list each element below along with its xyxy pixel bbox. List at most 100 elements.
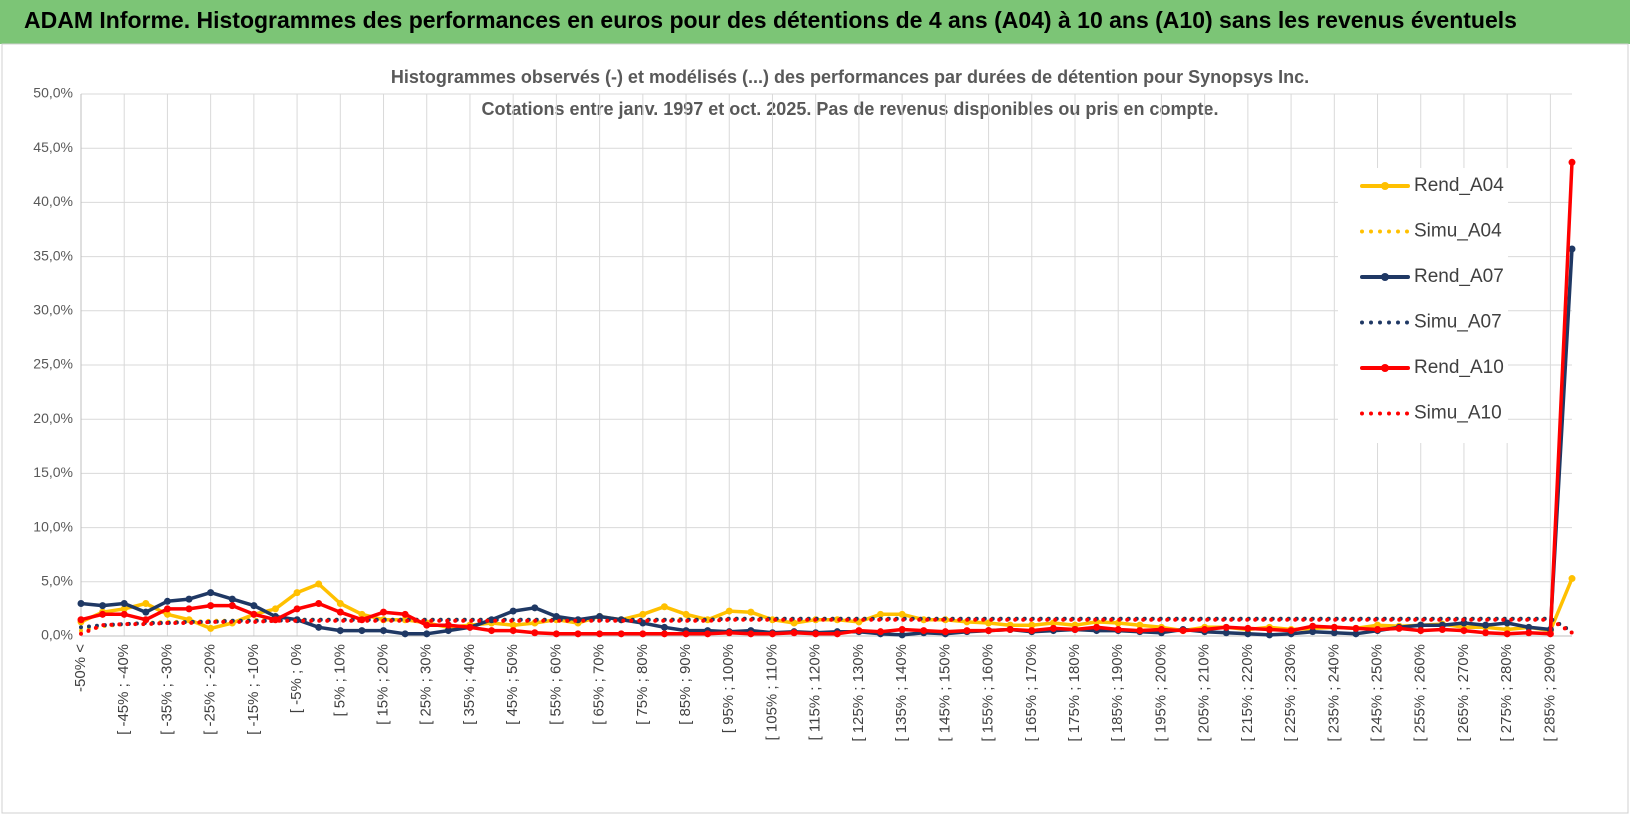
marker: [142, 608, 150, 616]
x-tick-label: [ 85% ; 90%: [677, 644, 694, 725]
marker: [1330, 629, 1338, 637]
marker: [1179, 627, 1187, 635]
marker: [768, 630, 776, 638]
marker: [639, 610, 647, 618]
marker: [77, 599, 85, 607]
x-tick-label: [ 45% ; 50%: [504, 644, 521, 725]
marker: [1460, 627, 1468, 635]
marker: [488, 627, 496, 635]
x-tick-label: [ -45% ; -40%: [115, 644, 132, 735]
y-tick-label: 0,0%: [41, 627, 73, 643]
x-tick-label: [ 135% ; 140%: [893, 644, 910, 742]
marker: [1114, 625, 1122, 633]
marker: [315, 623, 323, 631]
marker: [358, 627, 366, 635]
marker: [1028, 627, 1036, 635]
marker: [509, 607, 517, 615]
marker: [423, 630, 431, 638]
marker: [444, 627, 452, 635]
marker: [531, 629, 539, 637]
marker: [1136, 621, 1144, 629]
x-tick-label: [ 75% ; 80%: [634, 644, 651, 725]
marker: [401, 630, 409, 638]
marker: [358, 610, 366, 618]
marker: [380, 608, 388, 616]
marker: [293, 605, 301, 613]
marker: [833, 630, 841, 638]
marker: [812, 630, 820, 638]
marker: [120, 610, 128, 618]
marker: [1503, 619, 1511, 627]
marker: [1049, 624, 1057, 632]
marker: [898, 610, 906, 618]
marker: [444, 621, 452, 629]
x-tick-label: [ 95% ; 100%: [720, 644, 737, 733]
marker: [250, 610, 258, 618]
marker: [855, 627, 863, 635]
chart-title: Histogrammes observés (-) et modélisés (…: [391, 67, 1309, 87]
marker: [660, 603, 668, 611]
marker: [120, 599, 128, 607]
marker: [163, 605, 171, 613]
marker: [1417, 621, 1425, 629]
marker: [99, 610, 107, 618]
marker: [228, 595, 236, 603]
marker: [401, 610, 409, 618]
marker: [120, 605, 128, 613]
x-tick-label: [ 35% ; 40%: [461, 644, 478, 725]
x-tick-label: [ 275% ; 280%: [1498, 644, 1515, 742]
marker: [1265, 625, 1273, 633]
marker: [142, 616, 150, 624]
marker: [271, 616, 279, 624]
marker: [423, 621, 431, 629]
marker: [920, 627, 928, 635]
page-title: ADAM Informe. Histogrammes des performan…: [24, 7, 1517, 33]
marker: [1395, 624, 1403, 632]
marker: [509, 621, 517, 629]
x-tick-label: [ 125% ; 130%: [850, 644, 867, 742]
y-tick-label: 50,0%: [33, 85, 73, 101]
marker: [1287, 627, 1295, 635]
marker: [163, 610, 171, 618]
marker: [466, 623, 474, 631]
marker: [747, 630, 755, 638]
x-tick-label: [ 65% ; 70%: [591, 644, 608, 725]
marker: [293, 589, 301, 597]
legend-label: Simu_A04: [1414, 221, 1502, 242]
x-tick-label: [ 195% ; 200%: [1152, 644, 1169, 742]
y-tick-label: 30,0%: [33, 302, 73, 318]
legend-marker: [1381, 364, 1389, 372]
legend-label: Rend_A10: [1414, 357, 1504, 378]
x-tick-label: [ 115% ; 120%: [807, 644, 824, 740]
marker: [1525, 623, 1533, 631]
x-tick-label: [ 105% ; 110%: [763, 644, 780, 740]
y-tick-label: 45,0%: [33, 139, 73, 155]
marker: [1222, 623, 1230, 631]
marker: [1374, 625, 1382, 633]
legend-label: Simu_A10: [1414, 403, 1502, 424]
legend-marker: [1381, 182, 1389, 190]
y-tick-label: 5,0%: [41, 573, 73, 589]
x-tick-label: [ 205% ; 210%: [1196, 644, 1213, 742]
marker: [963, 627, 971, 635]
marker: [747, 608, 755, 616]
marker: [877, 628, 885, 636]
x-tick-label: [ 225% ; 230%: [1282, 644, 1299, 742]
marker: [552, 612, 560, 620]
x-tick-label: [ 265% ; 270%: [1455, 644, 1472, 742]
marker: [336, 627, 344, 635]
y-tick-label: 40,0%: [33, 193, 73, 209]
x-tick-label: [ 215% ; 220%: [1239, 644, 1256, 742]
x-tick-label: [ 165% ; 170%: [1023, 644, 1040, 742]
marker: [552, 630, 560, 638]
x-tick-label: [ 255% ; 260%: [1412, 644, 1429, 742]
x-tick-label: -50% <: [72, 644, 89, 692]
y-tick-label: 20,0%: [33, 410, 73, 426]
marker: [1417, 627, 1425, 635]
marker: [1482, 629, 1490, 637]
x-tick-label: [ 55% ; 60%: [547, 644, 564, 725]
x-tick-label: [ 285% ; 290%: [1541, 644, 1558, 742]
marker: [142, 599, 150, 607]
marker: [617, 630, 625, 638]
